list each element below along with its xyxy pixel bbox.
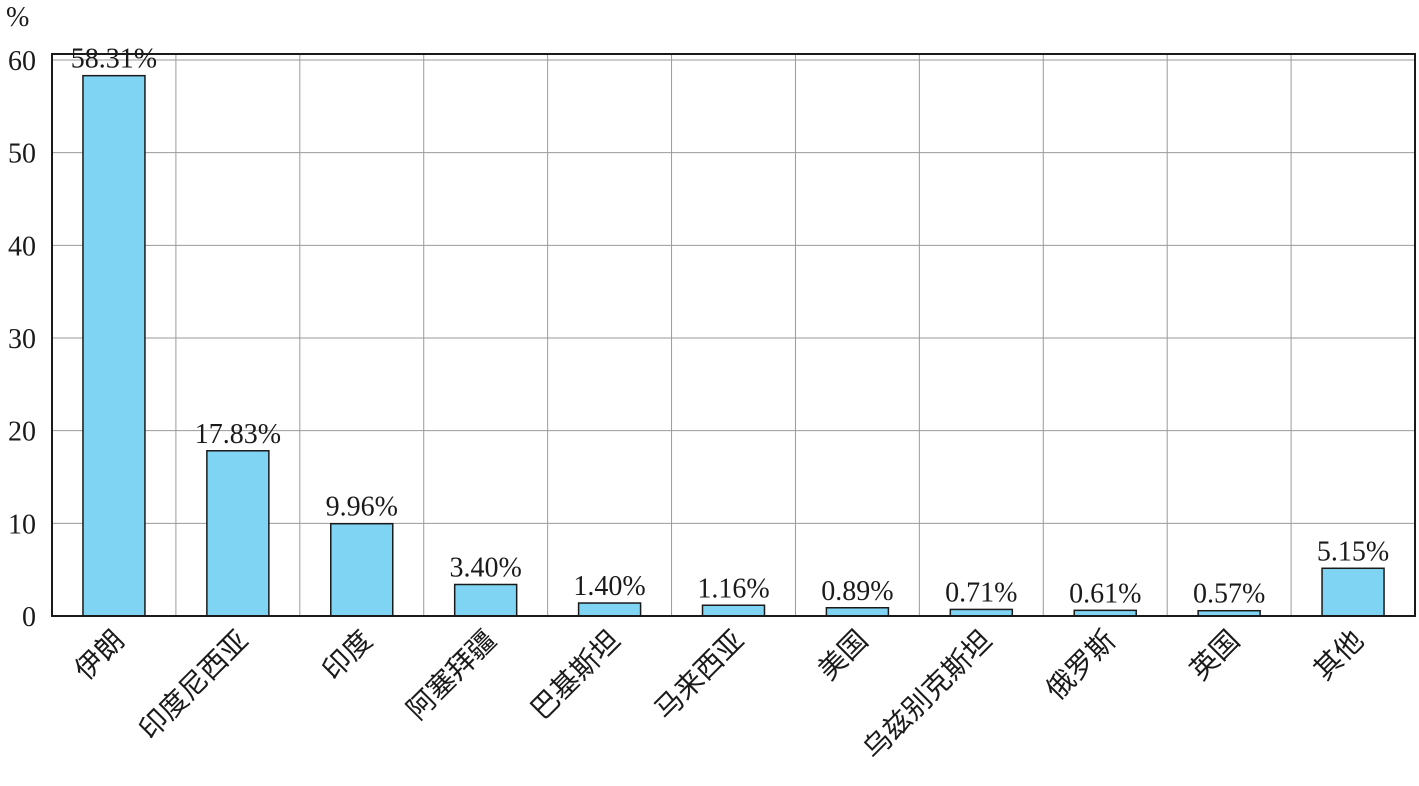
bar-3 — [330, 522, 394, 617]
data-label: 3.40% — [450, 552, 522, 583]
y-tick-label: 60 — [8, 46, 36, 77]
data-label: 1.16% — [697, 573, 769, 604]
data-label: 0.71% — [945, 577, 1017, 608]
bar-1 — [82, 74, 146, 617]
y-tick-label: 10 — [8, 509, 36, 540]
category-label: 巴基斯坦 — [524, 624, 627, 727]
bar-2 — [206, 450, 270, 617]
category-label: 英国 — [1183, 624, 1246, 687]
y-tick-label: 0 — [22, 602, 36, 633]
bar-4 — [453, 583, 518, 617]
data-label: 5.15% — [1317, 536, 1389, 567]
data-label: 9.96% — [326, 492, 398, 523]
y-tick-label: 30 — [8, 324, 36, 355]
data-label: 1.40% — [573, 571, 645, 602]
y-tick-label: 40 — [8, 231, 36, 262]
y-tick-label: 50 — [8, 139, 36, 170]
bar-layer — [82, 74, 1385, 617]
category-label: 乌兹别克斯坦 — [856, 624, 998, 766]
data-label: 17.83% — [195, 419, 281, 450]
plot-frame — [51, 53, 1416, 617]
category-label: 伊朗 — [68, 624, 131, 687]
y-axis-unit-label: % — [6, 2, 29, 33]
category-label: 俄罗斯 — [1039, 624, 1122, 707]
grid-layer — [52, 54, 1415, 616]
category-label: 印度尼西亚 — [132, 624, 254, 746]
data-label-layer: 58.31% 17.83% 9.96% 3.40% 1.40% 1.16% 0.89% 0.7… — [71, 44, 1389, 610]
category-label: 美国 — [811, 624, 874, 687]
data-label: 0.89% — [821, 576, 893, 607]
y-axis-ticks: 0 10 20 30 40 50 60 — [8, 46, 36, 633]
data-label: 0.61% — [1069, 578, 1141, 609]
category-label: 其他 — [1307, 624, 1370, 687]
category-label: 马来西亚 — [648, 624, 751, 727]
bar-7 — [825, 607, 890, 617]
data-label: 0.57% — [1193, 579, 1265, 610]
bar-6 — [701, 604, 766, 617]
category-label: 印度 — [316, 624, 379, 687]
bar-5 — [577, 602, 642, 617]
category-label: 阿塞拜疆 — [400, 624, 503, 727]
y-tick-label: 20 — [8, 417, 36, 448]
data-label: 58.31% — [71, 44, 157, 75]
bar-11 — [1321, 567, 1385, 617]
